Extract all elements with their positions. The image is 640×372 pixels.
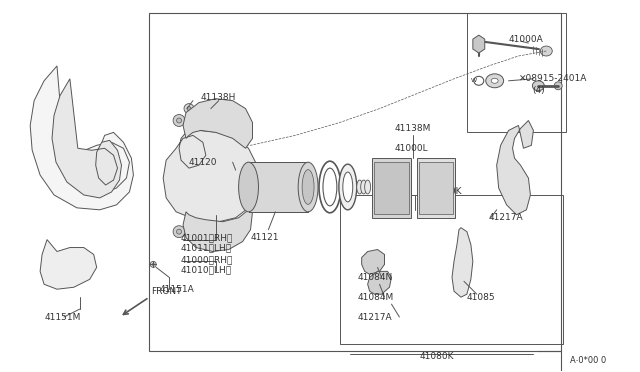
Text: 41011〈LH〉: 41011〈LH〉 (181, 243, 232, 252)
Bar (374, 162, 410, 214)
Text: 41000〈RH〉: 41000〈RH〉 (181, 255, 234, 264)
Text: 41000A: 41000A (509, 35, 543, 44)
Bar (417, 158, 455, 218)
Ellipse shape (177, 229, 182, 234)
Polygon shape (183, 99, 253, 148)
Ellipse shape (187, 107, 191, 110)
Ellipse shape (532, 81, 544, 91)
Ellipse shape (365, 180, 371, 194)
Ellipse shape (173, 115, 185, 126)
Polygon shape (362, 250, 385, 274)
Ellipse shape (343, 172, 353, 202)
Ellipse shape (356, 180, 363, 194)
Text: W: W (471, 78, 477, 83)
Ellipse shape (474, 76, 484, 85)
Bar (248, 162, 308, 212)
Ellipse shape (302, 170, 314, 204)
Text: 41084N: 41084N (358, 273, 393, 282)
Ellipse shape (239, 162, 259, 212)
Polygon shape (497, 121, 533, 215)
Text: FRONT: FRONT (151, 287, 182, 296)
Polygon shape (183, 210, 253, 251)
Text: 41000K: 41000K (427, 187, 461, 196)
Text: 41151M: 41151M (44, 312, 81, 321)
Polygon shape (52, 79, 122, 198)
Bar (340, 195, 563, 344)
Text: 41080K: 41080K (419, 352, 454, 361)
Polygon shape (30, 66, 133, 210)
Ellipse shape (361, 180, 367, 194)
Text: 41085: 41085 (467, 293, 495, 302)
Text: 41121: 41121 (250, 233, 279, 242)
Ellipse shape (87, 265, 92, 270)
Bar (467, 13, 566, 132)
Polygon shape (452, 228, 473, 297)
Bar (419, 162, 453, 214)
Text: 41217A: 41217A (489, 213, 524, 222)
Text: 41084M: 41084M (358, 293, 394, 302)
Text: 41120: 41120 (189, 158, 218, 167)
Text: 41000L: 41000L (394, 144, 428, 153)
Ellipse shape (150, 262, 156, 267)
Ellipse shape (298, 162, 318, 212)
Ellipse shape (492, 78, 498, 83)
Text: A⋅0*00 0: A⋅0*00 0 (570, 356, 606, 365)
Text: (4): (4) (532, 86, 545, 95)
Text: 41010〈LH〉: 41010〈LH〉 (181, 265, 232, 274)
Polygon shape (163, 131, 259, 222)
Ellipse shape (554, 82, 562, 90)
Ellipse shape (323, 168, 337, 206)
Ellipse shape (540, 46, 552, 56)
Text: 41151A: 41151A (159, 285, 194, 294)
Text: 41001〈RH〉: 41001〈RH〉 (181, 233, 234, 242)
Ellipse shape (173, 226, 185, 238)
Text: 41217A: 41217A (358, 312, 392, 321)
Bar (149, 13, 561, 351)
Ellipse shape (152, 263, 154, 266)
Polygon shape (473, 35, 484, 53)
Polygon shape (40, 240, 97, 289)
Ellipse shape (177, 118, 182, 123)
Ellipse shape (486, 74, 504, 88)
Ellipse shape (339, 164, 356, 210)
Ellipse shape (184, 104, 194, 113)
Bar (372, 158, 412, 218)
Polygon shape (367, 271, 392, 294)
Ellipse shape (458, 260, 466, 274)
Text: 41138M: 41138M (394, 124, 431, 133)
Text: ✕08915-2401A: ✕08915-2401A (518, 74, 587, 83)
Text: 41138H: 41138H (201, 93, 236, 102)
